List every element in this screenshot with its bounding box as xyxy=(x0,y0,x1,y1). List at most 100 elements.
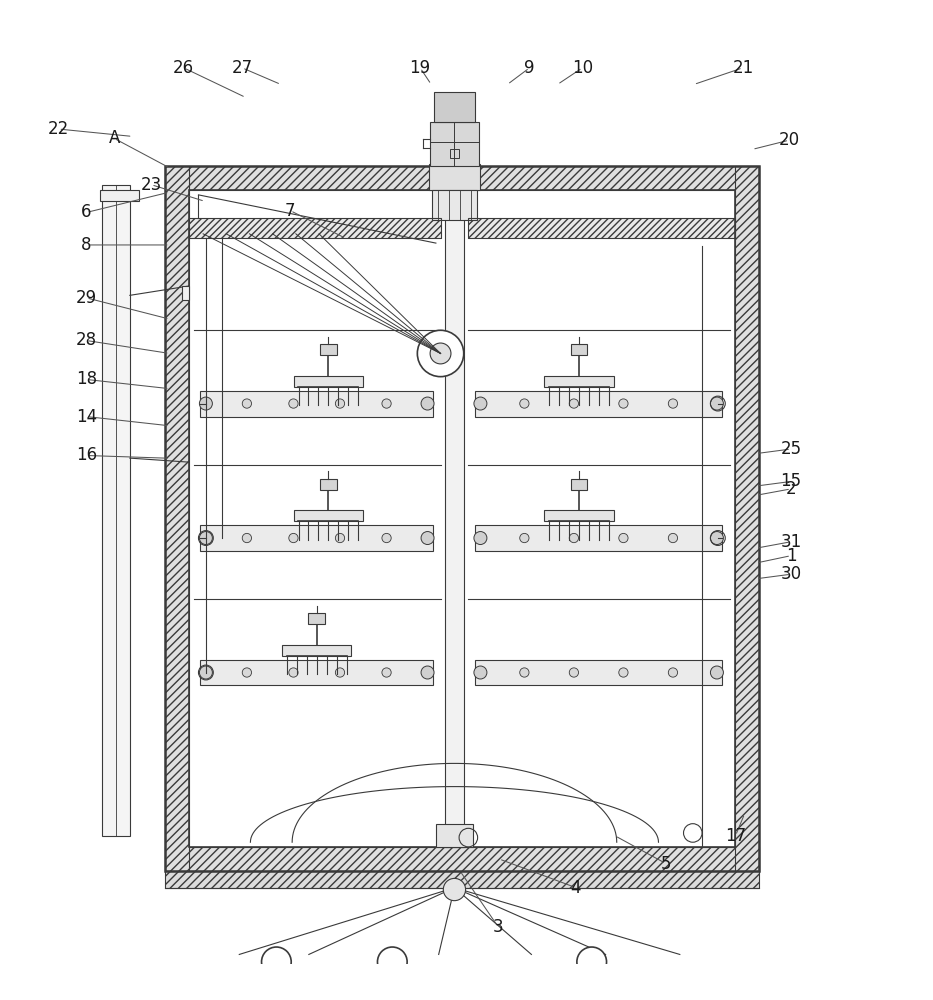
Bar xyxy=(320,344,337,355)
Circle shape xyxy=(261,947,291,977)
Circle shape xyxy=(335,533,344,543)
Text: 20: 20 xyxy=(779,131,800,149)
Circle shape xyxy=(619,399,628,408)
Circle shape xyxy=(289,533,298,543)
Circle shape xyxy=(289,399,298,408)
Text: 5: 5 xyxy=(661,855,671,873)
Circle shape xyxy=(619,533,628,543)
Bar xyxy=(100,190,139,201)
Bar xyxy=(432,190,477,220)
Circle shape xyxy=(200,666,213,679)
Text: 23: 23 xyxy=(141,176,161,194)
Circle shape xyxy=(421,397,434,410)
Bar xyxy=(434,92,475,122)
Bar xyxy=(570,344,587,355)
Bar xyxy=(189,218,440,238)
Circle shape xyxy=(569,399,578,408)
Text: 30: 30 xyxy=(781,565,801,583)
Text: 3: 3 xyxy=(493,918,503,936)
Bar xyxy=(445,190,464,847)
Bar xyxy=(468,218,734,238)
Text: 26: 26 xyxy=(173,59,194,77)
Bar xyxy=(544,510,614,521)
Circle shape xyxy=(668,533,677,543)
Bar xyxy=(475,525,722,551)
Bar xyxy=(294,376,363,387)
Circle shape xyxy=(382,533,391,543)
Circle shape xyxy=(243,668,252,677)
Circle shape xyxy=(421,532,434,545)
Circle shape xyxy=(335,399,344,408)
Circle shape xyxy=(474,532,487,545)
Circle shape xyxy=(474,666,487,679)
Circle shape xyxy=(335,668,344,677)
Text: 17: 17 xyxy=(725,827,746,845)
Bar xyxy=(430,122,479,166)
Bar xyxy=(320,479,337,490)
Circle shape xyxy=(569,668,578,677)
Circle shape xyxy=(200,532,213,545)
Text: 14: 14 xyxy=(76,408,97,426)
Circle shape xyxy=(417,330,464,377)
Circle shape xyxy=(710,666,723,679)
Bar xyxy=(475,391,722,417)
Circle shape xyxy=(569,533,578,543)
Bar xyxy=(468,218,734,238)
Circle shape xyxy=(289,668,298,677)
Circle shape xyxy=(421,666,434,679)
Bar xyxy=(734,166,759,871)
Text: 10: 10 xyxy=(572,59,593,77)
Bar xyxy=(165,871,759,888)
Circle shape xyxy=(619,668,628,677)
Bar xyxy=(201,391,433,417)
Bar xyxy=(436,824,473,847)
Text: 2: 2 xyxy=(786,480,797,498)
Circle shape xyxy=(710,532,723,545)
Bar xyxy=(165,166,759,871)
Bar xyxy=(165,166,189,871)
Text: 4: 4 xyxy=(571,879,581,897)
Text: 19: 19 xyxy=(410,59,431,77)
Circle shape xyxy=(474,397,487,410)
Bar xyxy=(475,660,722,685)
Circle shape xyxy=(710,397,723,410)
Text: 9: 9 xyxy=(524,59,535,77)
Text: 15: 15 xyxy=(781,472,801,490)
Text: 22: 22 xyxy=(48,120,69,138)
Bar xyxy=(282,645,352,656)
Text: 1: 1 xyxy=(786,547,797,565)
Text: 27: 27 xyxy=(231,59,253,77)
Circle shape xyxy=(430,343,451,364)
Text: 18: 18 xyxy=(76,370,97,388)
Text: 25: 25 xyxy=(781,440,801,458)
Circle shape xyxy=(382,399,391,408)
Text: 31: 31 xyxy=(781,533,801,551)
Circle shape xyxy=(668,668,677,677)
Bar xyxy=(450,149,459,158)
Circle shape xyxy=(443,878,466,901)
Circle shape xyxy=(243,533,252,543)
Circle shape xyxy=(520,533,529,543)
Bar xyxy=(189,190,734,847)
Circle shape xyxy=(577,947,606,977)
Circle shape xyxy=(382,668,391,677)
Text: 8: 8 xyxy=(81,236,91,254)
Circle shape xyxy=(378,947,407,977)
Bar xyxy=(201,525,433,551)
Bar xyxy=(201,660,433,685)
Bar xyxy=(294,510,363,521)
Bar xyxy=(309,613,325,624)
Circle shape xyxy=(200,397,213,410)
Circle shape xyxy=(668,399,677,408)
Text: 21: 21 xyxy=(732,59,754,77)
Bar xyxy=(102,185,130,836)
Bar xyxy=(544,376,614,387)
Text: 28: 28 xyxy=(76,331,97,349)
Circle shape xyxy=(243,399,252,408)
Circle shape xyxy=(520,399,529,408)
Text: A: A xyxy=(108,129,119,147)
Bar xyxy=(165,847,759,871)
Text: 16: 16 xyxy=(76,446,97,464)
Bar xyxy=(189,218,440,238)
Bar xyxy=(165,166,759,190)
